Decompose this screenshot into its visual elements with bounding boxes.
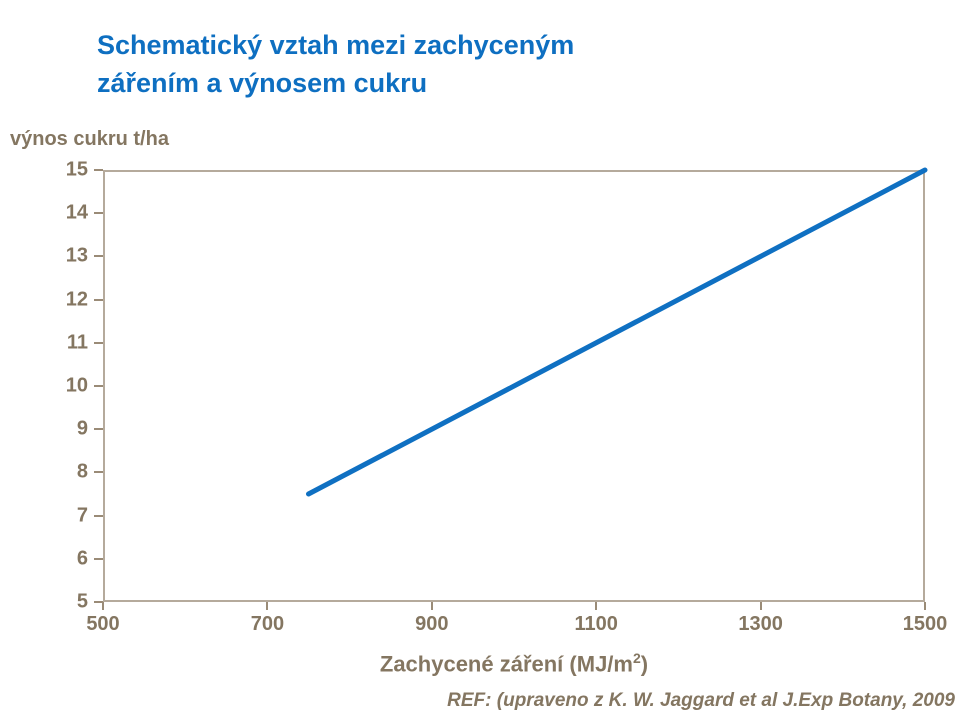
y-tick-label: 9 [76, 417, 88, 440]
y-tick-mark [94, 385, 103, 387]
y-tick-label: 13 [65, 244, 88, 267]
y-tick-label: 15 [65, 158, 88, 181]
y-tick-label: 8 [76, 460, 88, 483]
y-tick-label: 5 [76, 590, 88, 613]
y-tick-label: 6 [76, 547, 88, 570]
reference-text: REF: (upraveno z K. W. Jaggard et al J.E… [447, 690, 955, 711]
y-tick-label: 12 [65, 288, 88, 311]
y-tick-mark [94, 212, 103, 215]
y-tick-mark [94, 471, 103, 474]
chart-title: Schematický vztah mezi zachyceným záření… [97, 26, 574, 102]
x-tick-mark [595, 602, 598, 610]
x-tick-label: 900 [415, 613, 449, 635]
x-axis-title-end: ) [640, 651, 649, 677]
y-tick-mark [94, 428, 103, 431]
x-tick-label: 1100 [574, 613, 618, 635]
y-tick-mark [94, 298, 103, 301]
x-tick-label: 1300 [738, 613, 783, 635]
x-tick-label: 500 [86, 613, 120, 635]
x-tick-mark [924, 602, 926, 610]
y-tick-mark [94, 255, 103, 258]
x-axis-title: Zachycené záření (MJ/m2) [103, 650, 925, 677]
y-tick-label: 14 [65, 201, 88, 224]
series-line [306, 167, 928, 497]
x-tick-label: 1500 [902, 613, 948, 635]
x-tick-label: 700 [250, 613, 285, 635]
y-tick-label: 7 [76, 504, 88, 527]
x-axis-title-superscript: 2 [632, 650, 641, 666]
y-tick-mark [94, 514, 103, 517]
x-tick-mark [759, 602, 762, 610]
plot-area [103, 167, 928, 602]
y-axis-title: výnos cukru t/ha [10, 128, 169, 150]
y-tick-mark [94, 169, 103, 171]
x-axis-title-main: Zachycené záření (MJ/m [379, 651, 633, 677]
y-tick-label: 11 [66, 331, 88, 354]
y-tick-mark [94, 341, 103, 344]
x-tick-mark [102, 602, 104, 610]
x-tick-mark [430, 602, 433, 610]
data-line-chart [306, 167, 928, 497]
chart-title-line1: Schematický vztah mezi zachyceným [97, 30, 575, 60]
y-tick-mark [94, 601, 103, 603]
x-tick-mark [266, 602, 269, 610]
y-tick-mark [94, 557, 103, 560]
y-tick-label: 10 [65, 374, 88, 397]
chart-title-line2: zářením a výnosem cukru [97, 68, 428, 98]
